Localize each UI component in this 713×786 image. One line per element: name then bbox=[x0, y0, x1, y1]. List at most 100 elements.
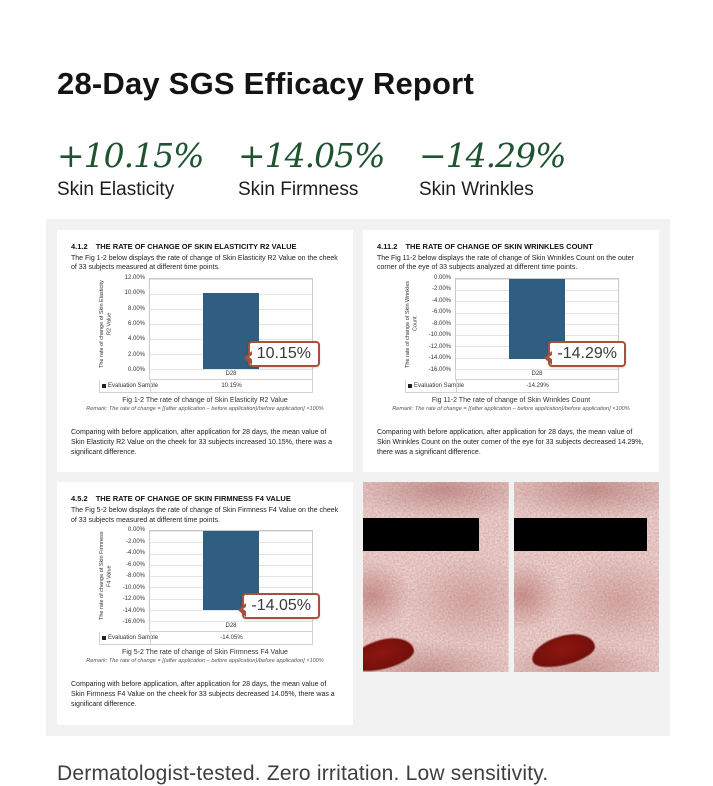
figure-remark: Remark: The rate of change = [(after app… bbox=[86, 658, 324, 665]
sgs-report-panel: 4.1.2 THE RATE OF CHANGE OF SKIN ELASTICI… bbox=[46, 219, 670, 736]
face-photo-after bbox=[513, 482, 659, 673]
footer-claims: Dermatologist-tested. Zero irritation. L… bbox=[57, 761, 549, 785]
stat-label: Skin Wrinkles bbox=[419, 179, 534, 200]
y-tick-label: -12.00% bbox=[122, 596, 145, 603]
y-axis-ticks: 0.00% -2.00% -4.00% -6.00% -8.00% -10.00% -12.… bbox=[115, 527, 149, 626]
y-tick-label: -4.00% bbox=[431, 297, 451, 304]
legend-value: -14.29% bbox=[456, 379, 618, 392]
eye-censor-bar bbox=[513, 518, 648, 551]
header: 28-Day SGS Efficacy Report bbox=[57, 66, 713, 102]
before-after-photos bbox=[363, 482, 659, 673]
legend-label: Evaluation Sample bbox=[100, 632, 158, 644]
y-axis-label: The rate of change of Skin Wrinkles Coun… bbox=[405, 280, 419, 368]
wrinkles-bar-chart: The rate of change of Skin Wrinkles Coun… bbox=[405, 274, 645, 393]
page-title: 28-Day SGS Efficacy Report bbox=[57, 66, 474, 101]
y-tick-label: -16.00% bbox=[122, 619, 145, 626]
y-tick-label: -2.00% bbox=[431, 286, 451, 293]
section-title: THE RATE OF CHANGE OF SKIN ELASTICITY R2… bbox=[95, 242, 297, 251]
card-summary: Comparing with before application, after… bbox=[377, 428, 644, 457]
legend-key-icon bbox=[102, 383, 106, 388]
face-photo-before bbox=[363, 482, 509, 673]
stat-skin-firmness: +14.05% Skin Firmness bbox=[238, 136, 419, 201]
report-card-elasticity: 4.1.2 THE RATE OF CHANGE OF SKIN ELASTICI… bbox=[57, 230, 353, 473]
eye-censor-bar bbox=[363, 518, 480, 551]
y-axis-label: The rate of change of Skin Firmness F4 V… bbox=[99, 531, 113, 621]
plot-area: -14.05% bbox=[149, 530, 320, 623]
y-tick-label: -6.00% bbox=[431, 309, 451, 316]
stat-skin-wrinkles: −14.29% Skin Wrinkles bbox=[419, 136, 600, 201]
figure-caption: Fig 1-2 The rate of change of Skin Elast… bbox=[122, 396, 288, 404]
legend-row: Evaluation Sample -14.05% bbox=[99, 632, 313, 646]
y-tick-label: -12.00% bbox=[428, 343, 451, 350]
figure-remark: Remark: The rate of change = [(after app… bbox=[86, 405, 324, 412]
stat-value: +14.05% bbox=[238, 136, 385, 175]
x-axis-category: D28 bbox=[149, 622, 313, 633]
card-intro: The Fig 1-2 below displays the rate of c… bbox=[71, 255, 338, 272]
y-tick-label: -10.00% bbox=[428, 332, 451, 339]
y-tick-label: -8.00% bbox=[125, 573, 145, 580]
y-tick-label: 6.00% bbox=[127, 320, 145, 327]
stat-skin-elasticity: +10.15% Skin Elasticity bbox=[57, 136, 238, 201]
value-callout: -14.29% bbox=[544, 340, 626, 367]
card-summary: Comparing with before application, after… bbox=[71, 428, 332, 457]
y-tick-label: 0.00% bbox=[433, 274, 451, 281]
plot-area: -14.29% bbox=[455, 277, 626, 370]
x-axis-category: D28 bbox=[455, 369, 619, 380]
value-callout: -14.05% bbox=[238, 593, 320, 620]
gridline bbox=[150, 621, 312, 623]
y-tick-label: 10.00% bbox=[124, 290, 145, 297]
legend-key-icon bbox=[408, 383, 412, 388]
gridline bbox=[150, 278, 312, 280]
gridline bbox=[456, 368, 618, 370]
y-tick-label: 8.00% bbox=[127, 305, 145, 312]
y-axis-ticks: 12.00% 10.00% 8.00% 6.00% 4.00% 2.00% 0.00% bbox=[115, 274, 149, 373]
legend-row: Evaluation Sample -14.29% bbox=[405, 379, 619, 393]
card-intro: The Fig 5-2 below displays the rate of c… bbox=[71, 507, 339, 524]
section-number: 4.5.2 bbox=[71, 494, 88, 504]
figure-caption: Fig 5-2 The rate of change of Skin Firmn… bbox=[122, 649, 288, 657]
gridline bbox=[150, 609, 312, 611]
y-tick-label: 0.00% bbox=[127, 366, 145, 373]
y-tick-label: -10.00% bbox=[122, 584, 145, 591]
x-axis-category: D28 bbox=[149, 369, 313, 380]
section-title: THE RATE OF CHANGE OF SKIN WRINKLES COUN… bbox=[405, 242, 593, 251]
legend-label: Evaluation Sample bbox=[406, 380, 464, 392]
legend-value: -14.05% bbox=[150, 632, 312, 645]
y-tick-label: -6.00% bbox=[125, 561, 145, 568]
stat-value: +10.15% bbox=[57, 136, 204, 175]
legend-row: Evaluation Sample 10.15% bbox=[99, 379, 313, 393]
legend-key-icon bbox=[102, 636, 106, 641]
figure-caption: Fig 11-2 The rate of change of Skin Wrin… bbox=[431, 396, 591, 404]
elasticity-bar-chart: The rate of change of Skin Elasticity R2… bbox=[99, 274, 339, 393]
card-heading: 4.11.2 THE RATE OF CHANGE OF SKIN WRINKLE… bbox=[377, 242, 645, 251]
card-heading: 4.5.2 THE RATE OF CHANGE OF SKIN FIRMNESS… bbox=[71, 494, 339, 503]
y-tick-label: -8.00% bbox=[431, 320, 451, 327]
card-summary: Comparing with before application, after… bbox=[71, 681, 335, 709]
section-number: 4.11.2 bbox=[377, 242, 398, 251]
figure-remark: Remark: The rate of change = [(after app… bbox=[392, 405, 630, 412]
plot-area: 10.15% bbox=[149, 277, 320, 370]
y-tick-label: -14.00% bbox=[122, 607, 145, 614]
y-tick-label: -16.00% bbox=[428, 366, 451, 373]
report-card-firmness: 4.5.2 THE RATE OF CHANGE OF SKIN FIRMNESS… bbox=[57, 482, 353, 725]
legend-label: Evaluation Sample bbox=[100, 380, 158, 392]
marketing-graphic: 28-Day SGS Efficacy Report +10.15% Skin … bbox=[0, 66, 713, 785]
card-intro: The Fig 11-2 below displays the rate of … bbox=[377, 255, 634, 272]
y-tick-label: -14.00% bbox=[428, 355, 451, 362]
y-axis-label: The rate of change of Skin Elasticity R2… bbox=[99, 280, 113, 368]
report-card-wrinkles: 4.11.2 THE RATE OF CHANGE OF SKIN WRINKLE… bbox=[363, 230, 659, 473]
stats-row: +10.15% Skin Elasticity +14.05% Skin Fir… bbox=[57, 136, 713, 201]
card-heading: 4.1.2 THE RATE OF CHANGE OF SKIN ELASTICI… bbox=[71, 242, 339, 251]
y-tick-label: 12.00% bbox=[124, 274, 145, 281]
gridline bbox=[150, 368, 312, 370]
y-tick-label: 0.00% bbox=[127, 527, 145, 534]
legend-value: 10.15% bbox=[150, 379, 312, 392]
y-tick-label: 4.00% bbox=[127, 336, 145, 343]
y-tick-label: -2.00% bbox=[125, 538, 145, 545]
firmness-bar-chart: The rate of change of Skin Firmness F4 V… bbox=[99, 527, 339, 646]
y-axis-ticks: 0.00% -2.00% -4.00% -6.00% -8.00% -10.00% -12.… bbox=[421, 274, 455, 373]
y-tick-label: -4.00% bbox=[125, 550, 145, 557]
stat-value: −14.29% bbox=[419, 136, 566, 175]
stat-label: Skin Elasticity bbox=[57, 179, 175, 200]
y-tick-label: 2.00% bbox=[127, 351, 145, 358]
